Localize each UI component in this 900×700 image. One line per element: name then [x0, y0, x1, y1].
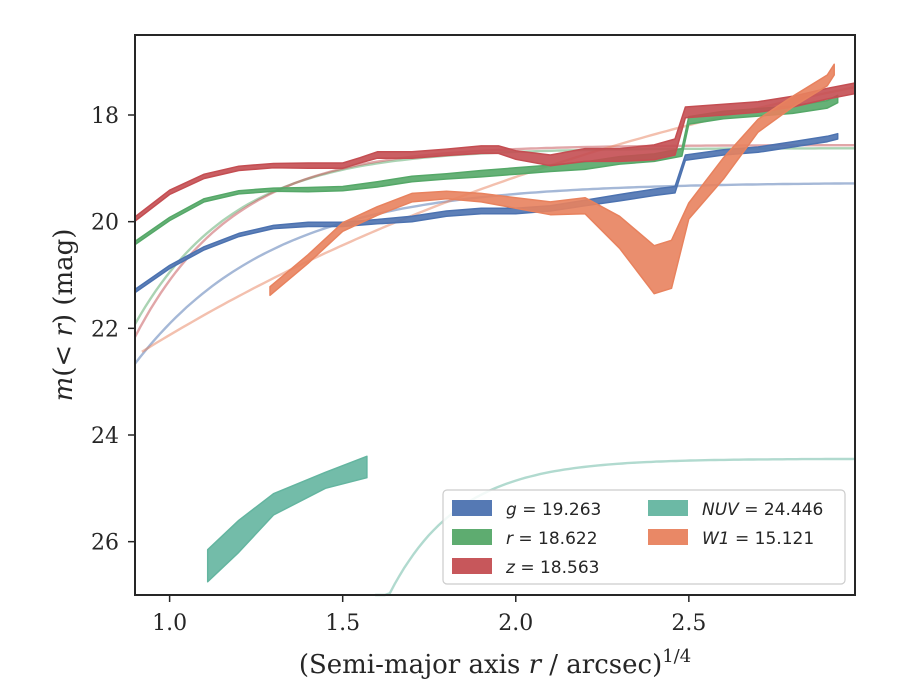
x-tick-label: 2.5	[671, 611, 706, 636]
legend-swatch-nuv	[648, 500, 688, 516]
legend-swatch-g	[452, 500, 492, 516]
x-tick-label: 2.0	[498, 611, 533, 636]
legend: g = 19.263 r = 18.622 z = 18.563 NUV = 24.4…	[442, 489, 846, 585]
legend-label-nuv: NUV = 24.446	[702, 500, 823, 520]
axis-ticks: 1.0 1.5 2.0 2.5 18 20 22 24 26	[91, 104, 706, 636]
y-tick-label: 22	[91, 317, 119, 342]
plot-frame	[134, 34, 856, 596]
x-tick-label: 1.5	[325, 611, 360, 636]
legend-label-w1: W1 = 15.121	[702, 529, 814, 549]
y-tick-label: 20	[91, 211, 119, 236]
legend-swatch-w1	[648, 529, 688, 545]
y-tick-label: 26	[91, 531, 119, 556]
y-tick-label: 18	[91, 104, 119, 129]
x-tick-label: 1.0	[152, 611, 187, 636]
legend-box	[442, 489, 846, 585]
legend-label-g: g = 19.263	[506, 500, 601, 520]
band-g	[134, 132, 839, 294]
legend-label-z: z = 18.563	[505, 558, 599, 578]
band-w1	[269, 63, 835, 297]
legend-swatch-r	[452, 529, 492, 545]
legend-label-r: r = 18.622	[506, 529, 598, 549]
y-axis-label: m(< r) (mag)	[49, 229, 79, 402]
model-curve-w1	[141, 86, 856, 353]
legend-swatch-z	[452, 558, 492, 574]
y-tick-label: 24	[91, 424, 119, 449]
band-nuv	[206, 455, 368, 583]
x-axis-label: (Semi-major axis r / arcsec)1/4	[299, 646, 691, 680]
